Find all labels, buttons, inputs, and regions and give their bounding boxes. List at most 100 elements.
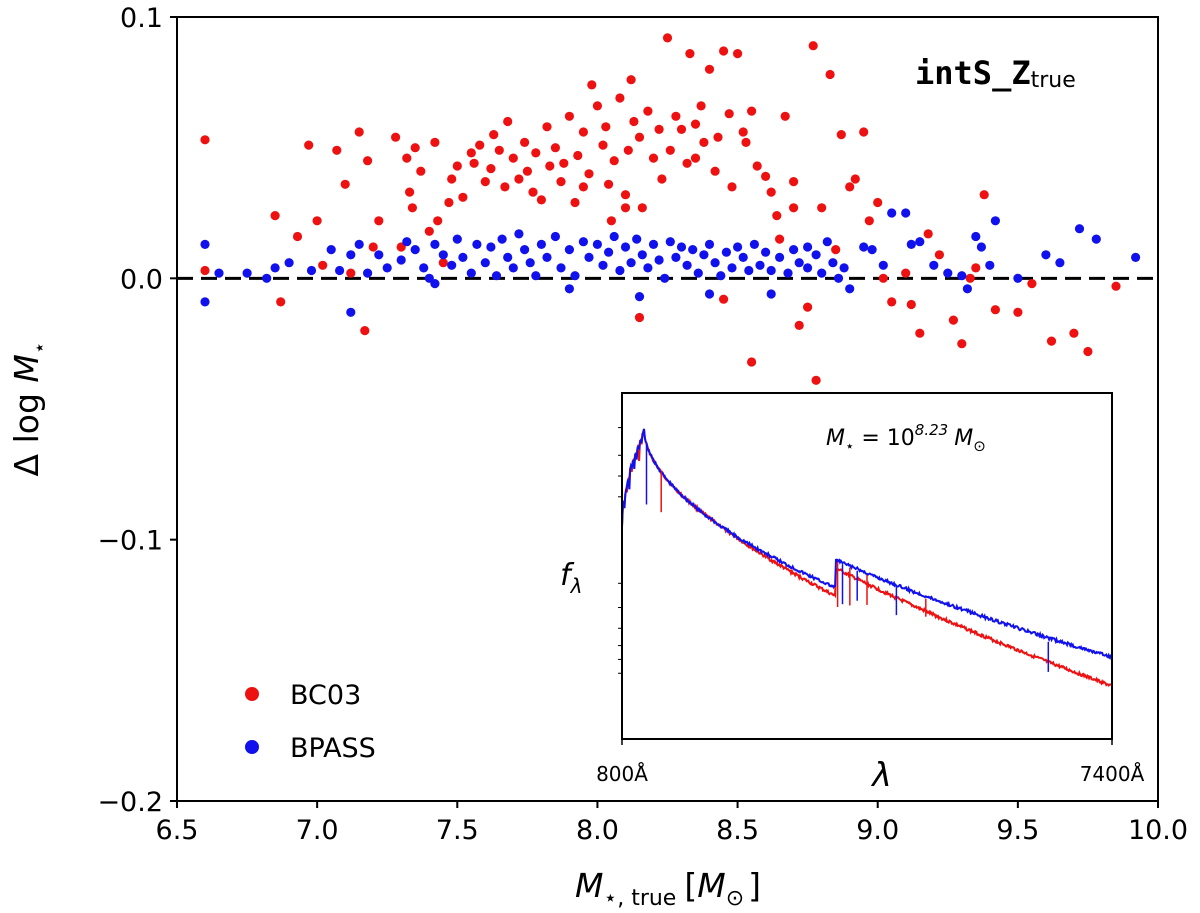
point-bc03-78 xyxy=(676,124,687,134)
point-bpass-110 xyxy=(704,289,715,299)
point-bpass-21 xyxy=(438,250,448,260)
point-bc03-84 xyxy=(704,64,715,74)
point-bpass-3 xyxy=(242,268,252,278)
point-bpass-73 xyxy=(749,239,760,249)
point-bc03-64 xyxy=(615,93,625,103)
point-bpass-57 xyxy=(660,273,670,283)
point-bpass-32 xyxy=(508,263,518,273)
point-bc03-14 xyxy=(368,242,378,252)
point-bc03-95 xyxy=(761,171,771,181)
point-bc03-136 xyxy=(578,182,589,192)
point-bpass-89 xyxy=(859,242,869,252)
point-bc03-49 xyxy=(550,143,561,153)
point-bc03-25 xyxy=(433,216,443,226)
point-bpass-102 xyxy=(990,216,1001,226)
inset-annotation-eq: = 10 xyxy=(854,426,914,451)
x-tick-label: 9.0 xyxy=(856,815,899,846)
point-bpass-14 xyxy=(382,263,392,273)
point-bc03-54 xyxy=(573,150,583,161)
point-bc03-129 xyxy=(1046,336,1057,346)
point-bpass-77 xyxy=(775,252,785,262)
point-bc03-93 xyxy=(747,106,757,116)
point-bpass-20 xyxy=(430,239,440,249)
point-bpass-11 xyxy=(354,239,364,249)
point-bpass-107 xyxy=(1091,234,1101,244)
point-bpass-43 xyxy=(578,237,589,247)
point-bc03-27 xyxy=(444,197,454,208)
point-bc03-139 xyxy=(634,312,645,323)
point-bpass-33 xyxy=(514,229,524,239)
point-bpass-63 xyxy=(693,268,703,278)
point-bc03-75 xyxy=(662,33,673,43)
point-bpass-15 xyxy=(396,255,406,265)
point-bpass-47 xyxy=(604,247,614,257)
point-bc03-134 xyxy=(789,203,799,213)
point-bc03-32 xyxy=(469,158,479,168)
y-tick-label: −0.2 xyxy=(97,787,163,818)
point-bc03-59 xyxy=(598,140,608,150)
point-bpass-40 xyxy=(556,263,566,273)
point-bc03-119 xyxy=(923,229,933,239)
point-bpass-48 xyxy=(609,231,619,242)
point-bc03-13 xyxy=(363,156,373,166)
x-tick-label: 7.5 xyxy=(436,815,479,846)
point-bpass-109 xyxy=(634,292,645,302)
point-bc03-128 xyxy=(1027,279,1037,289)
inset-x-tick-max: 7400Å xyxy=(1080,762,1145,786)
legend-marker-bc03 xyxy=(245,687,259,701)
point-bpass-44 xyxy=(584,252,594,262)
point-bc03-132 xyxy=(1111,281,1121,291)
point-bpass-30 xyxy=(497,234,507,244)
point-bpass-35 xyxy=(525,258,535,268)
point-bpass-71 xyxy=(738,252,748,262)
y-tick-label: 0.1 xyxy=(120,3,163,34)
point-bc03-50 xyxy=(556,177,566,187)
point-bc03-123 xyxy=(965,273,975,283)
point-bpass-72 xyxy=(744,265,754,276)
point-bc03-104 xyxy=(811,375,821,385)
point-bpass-12 xyxy=(363,268,373,278)
point-bc03-6 xyxy=(312,216,322,226)
point-bc03-11 xyxy=(354,127,364,137)
point-bc03-35 xyxy=(486,164,496,174)
point-bc03-72 xyxy=(648,153,659,163)
point-bc03-86 xyxy=(713,132,723,142)
point-bpass-106 xyxy=(1074,224,1085,234)
point-bc03-30 xyxy=(458,192,468,202)
point-bc03-38 xyxy=(500,182,510,192)
point-bc03-46 xyxy=(536,195,547,205)
point-bpass-97 xyxy=(943,268,953,278)
point-bc03-0 xyxy=(200,135,210,145)
point-bpass-51 xyxy=(626,258,636,268)
point-bc03-118 xyxy=(915,328,925,338)
point-bpass-9 xyxy=(335,265,345,276)
point-bpass-6 xyxy=(284,258,294,268)
point-bc03-112 xyxy=(864,216,874,226)
point-bc03-65 xyxy=(620,190,631,200)
point-bpass-29 xyxy=(491,271,502,281)
point-bpass-111 xyxy=(430,279,440,289)
point-bc03-79 xyxy=(682,158,692,168)
x-axis-label: M⋆, true [M⊙] xyxy=(575,866,761,911)
point-bpass-70 xyxy=(733,242,743,252)
point-bpass-86 xyxy=(833,273,844,283)
point-bpass-42 xyxy=(570,271,580,281)
point-bpass-95 xyxy=(915,237,925,247)
point-bpass-39 xyxy=(550,231,561,242)
point-bc03-81 xyxy=(690,119,701,129)
point-bc03-130 xyxy=(1069,328,1079,338)
point-bc03-124 xyxy=(971,263,981,273)
point-bpass-79 xyxy=(789,245,799,255)
point-bpass-67 xyxy=(716,271,726,281)
legend-marker-bpass xyxy=(245,740,259,754)
point-bpass-23 xyxy=(452,234,462,244)
point-bc03-48 xyxy=(545,161,555,171)
inset-annotation-m: M xyxy=(826,426,845,451)
point-bc03-114 xyxy=(878,273,888,283)
point-bpass-112 xyxy=(346,307,356,317)
point-bc03-120 xyxy=(934,250,945,260)
point-bc03-101 xyxy=(794,320,804,330)
point-bpass-61 xyxy=(682,260,692,270)
point-bpass-68 xyxy=(721,247,732,257)
point-bpass-85 xyxy=(828,258,838,268)
